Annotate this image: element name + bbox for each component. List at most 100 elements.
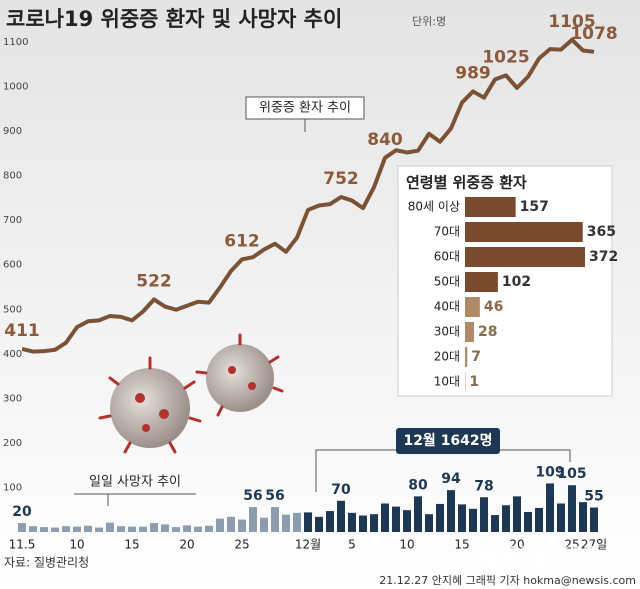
bar (260, 517, 268, 532)
inset-title: 연령별 위중증 환자 (406, 174, 527, 192)
bar (465, 347, 468, 367)
death-annotation: 일일 사망자 추이 (74, 475, 196, 506)
bar (392, 506, 400, 532)
bar (491, 515, 499, 532)
y-tick-label: 800 (3, 171, 22, 182)
x-tick-label: 25 (234, 538, 249, 552)
bar (590, 507, 598, 532)
data-label: 109 (535, 464, 564, 480)
category-label: 70대 (434, 225, 460, 239)
y-tick-label: 100 (3, 482, 22, 493)
y-tick-label: 300 (3, 393, 22, 404)
x-tick-label: 27일 (581, 538, 607, 552)
bar (465, 322, 475, 342)
bar (370, 514, 378, 532)
data-label: 28 (478, 324, 497, 340)
bar (348, 512, 356, 532)
data-label: 1078 (570, 24, 617, 44)
bar (568, 485, 576, 532)
data-label: 105 (557, 466, 586, 482)
bar (183, 525, 191, 532)
x-tick-label: 10 (399, 538, 414, 552)
data-label: 56 (265, 488, 284, 504)
data-label: 1105 (548, 12, 595, 32)
y-tick-label: 1100 (3, 37, 28, 48)
bar (465, 197, 516, 217)
bar (465, 272, 498, 292)
y-tick-label: 500 (3, 304, 22, 315)
watermark: NEWSIS (476, 540, 600, 573)
data-label: 46 (484, 299, 503, 315)
data-label: 80 (408, 477, 428, 493)
data-label: 70 (331, 482, 351, 498)
bar (465, 247, 585, 267)
category-label: 80세 이상 (408, 200, 460, 214)
x-tick-label: 10 (69, 538, 84, 552)
bar (73, 526, 81, 532)
bar (249, 507, 257, 532)
x-tick-label: 15 (454, 538, 469, 552)
bar (381, 503, 389, 532)
y-tick-label: 600 (3, 260, 22, 271)
data-label: 157 (520, 199, 549, 215)
data-label: 20 (12, 504, 32, 520)
bar (425, 514, 433, 532)
bar (458, 504, 466, 532)
bar (51, 527, 59, 532)
virus-illustration (98, 333, 284, 454)
bar (172, 527, 180, 532)
bar (29, 526, 37, 532)
data-label: 7 (471, 349, 481, 365)
x-tick-label: 5 (348, 538, 356, 552)
line (21, 37, 595, 354)
source: 자료: 질병관리청 (4, 556, 89, 570)
annotation: 일일 사망자 추이 (89, 475, 181, 490)
bar (271, 507, 279, 532)
bar (150, 523, 158, 532)
y-tick-label: 400 (3, 349, 22, 360)
bar (315, 516, 323, 532)
x-tick-label: 20 (509, 538, 524, 552)
bar (282, 514, 290, 532)
x-tick-label: 12월 (295, 538, 321, 552)
bar (326, 511, 334, 532)
y-tick-label: 900 (3, 126, 22, 137)
bar (337, 500, 345, 532)
bar (238, 519, 246, 532)
bar (62, 526, 70, 532)
bar (447, 490, 455, 532)
x-tick-label: 25 (564, 538, 579, 552)
x-tick-label: 11.5 (9, 538, 36, 552)
x-tick-label: 15 (124, 538, 139, 552)
bar (403, 510, 411, 532)
bar (524, 511, 532, 532)
bar (513, 496, 521, 532)
annotation: 12월 1642명 (403, 432, 492, 449)
data-label: 1 (469, 374, 479, 390)
inset: 연령별 위중증 환자 80세 이상 157 70대 365 60대 372 50대 102 40… (397, 165, 618, 397)
bar (546, 483, 554, 532)
bar (194, 526, 202, 532)
bar (535, 507, 543, 532)
bar (227, 516, 235, 532)
data-label: 612 (224, 231, 260, 251)
bar (95, 527, 103, 532)
x-tick-label: 20 (179, 538, 194, 552)
data-label: 102 (502, 274, 531, 290)
bar (579, 502, 587, 532)
annotation: 위중증 환자 추이 (259, 101, 351, 116)
bar (465, 222, 583, 242)
data-label: 989 (455, 63, 491, 83)
data-label: 840 (367, 130, 403, 150)
data-label: 94 (441, 471, 461, 487)
category-label: 20대 (434, 350, 460, 364)
bar (18, 523, 26, 532)
y-tick-label: 1000 (3, 82, 28, 93)
bar (205, 525, 213, 532)
critical-annotation: 위중증 환자 추이 (245, 96, 365, 132)
december-annotation: 12월 1642명 (315, 428, 571, 492)
category-label: 50대 (434, 275, 460, 289)
bar (557, 503, 565, 532)
